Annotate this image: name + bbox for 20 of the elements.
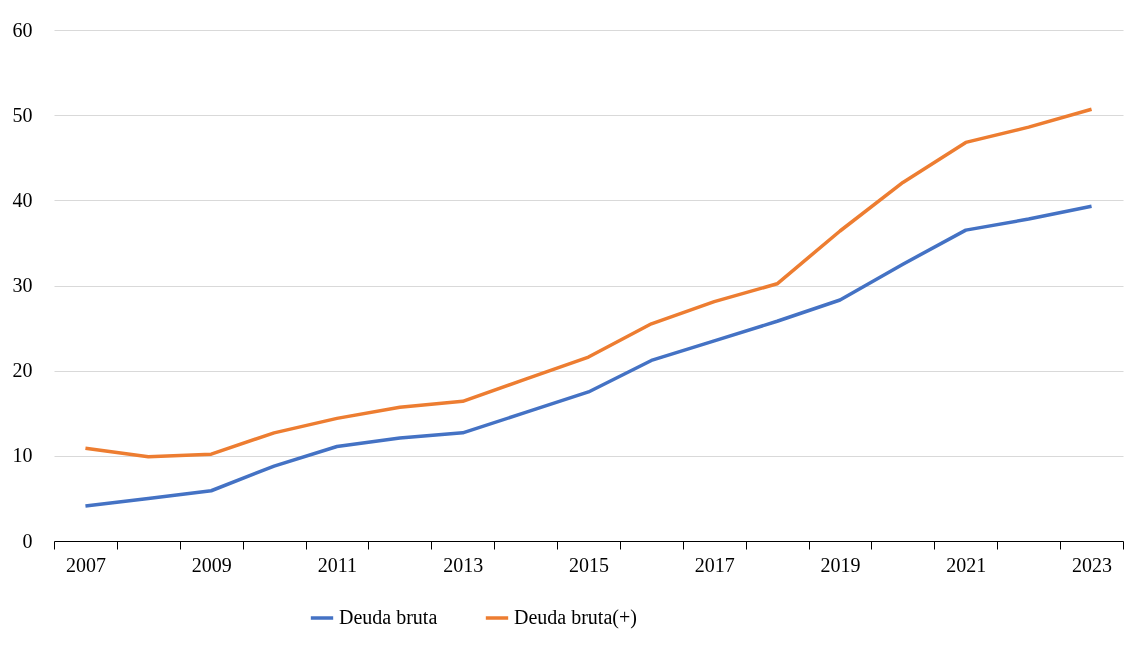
x-tick-label: 2017	[694, 553, 735, 576]
x-tick-label: 2019	[820, 553, 861, 576]
line-series	[83, 107, 1094, 459]
y-tick-label: 40	[12, 188, 33, 211]
y-tick-label: 50	[12, 103, 33, 126]
legend-label: Deuda bruta(+)	[514, 606, 637, 629]
y-tick-label: 10	[12, 444, 33, 467]
x-tick-label: 2021	[946, 553, 987, 576]
y-tick-label: 30	[12, 274, 33, 296]
y-tick-label: 60	[12, 18, 33, 41]
x-tick-label: 2011	[317, 553, 358, 576]
x-tick-label: 2023	[1072, 553, 1113, 576]
x-tick-label: 2015	[569, 553, 609, 576]
x-tick-label: 2009	[191, 553, 232, 576]
line-series	[83, 204, 1094, 508]
x-tick-label: 2013	[443, 553, 484, 576]
x-tick-label: 2007	[65, 553, 106, 576]
y-tick-label: 0	[22, 529, 33, 552]
legend-label: Deuda bruta	[339, 606, 438, 628]
y-tick-label: 20	[12, 359, 33, 382]
